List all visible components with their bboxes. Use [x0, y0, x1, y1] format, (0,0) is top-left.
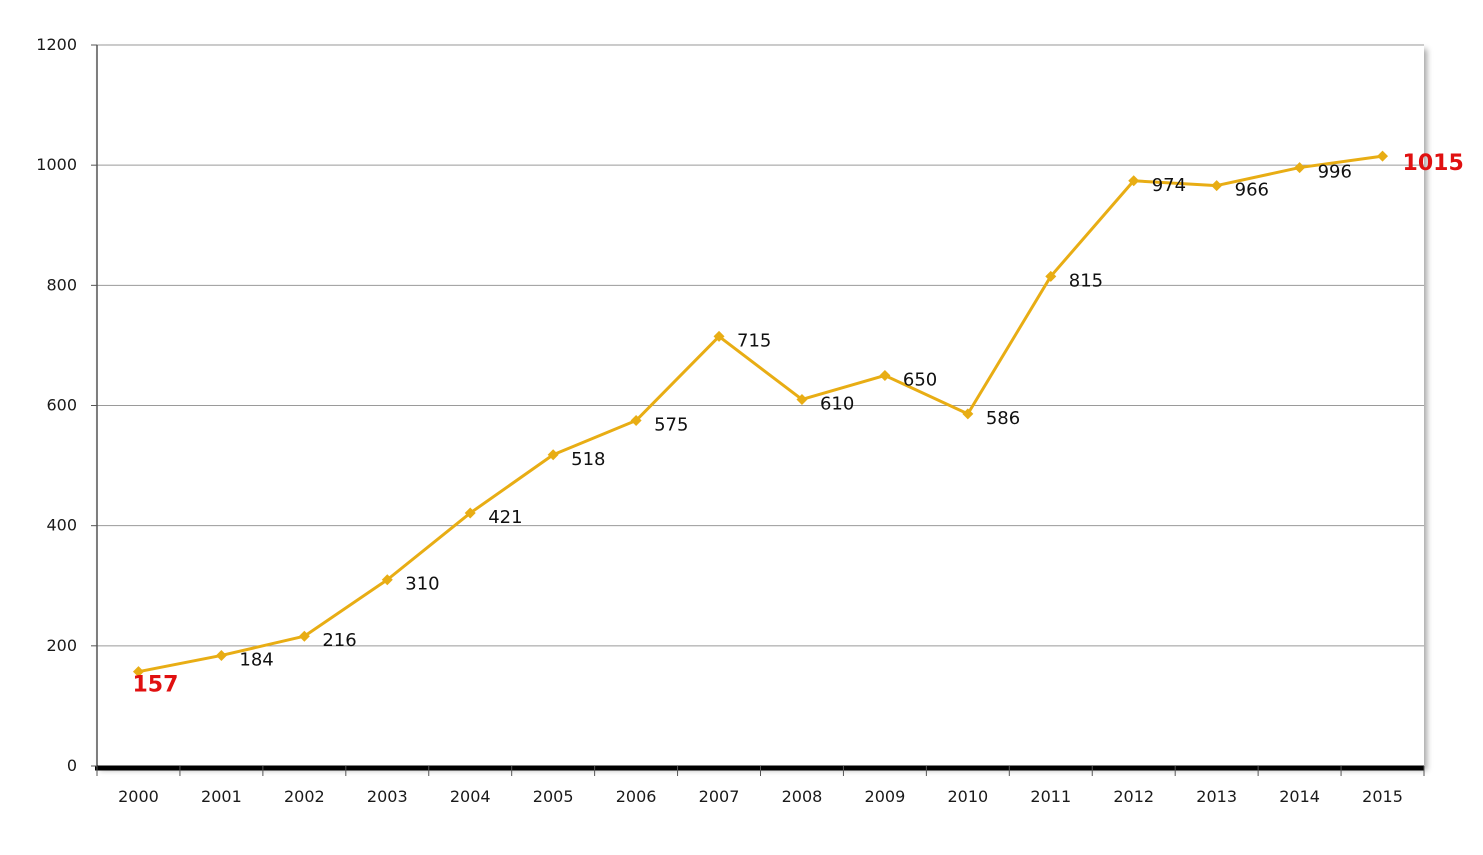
data-label: 216 [322, 630, 356, 651]
x-axis-ticks: 2000 2001 2002 2003 2004 2005 2006 2007 2008 2009… [96, 766, 1425, 806]
data-point-marker [215, 649, 227, 661]
series-polyline [138, 154, 1383, 674]
data-point-marker [381, 574, 393, 586]
data-point-marker [1045, 270, 1057, 282]
y-tick-label: 1000 [36, 155, 77, 174]
data-point-marker [547, 449, 559, 461]
y-tick-label: 400 [46, 516, 77, 535]
data-label: 974 [1152, 175, 1186, 196]
y-tick-label: 200 [46, 636, 77, 655]
data-label: 586 [986, 408, 1020, 429]
x-tick-label: 2007 [699, 787, 740, 806]
data-label-highlight: 1015 [1403, 151, 1464, 176]
data-label: 715 [737, 330, 771, 351]
x-tick-label: 2013 [1196, 787, 1237, 806]
x-tick-label: 2008 [782, 787, 823, 806]
data-point-marker [1377, 150, 1389, 162]
x-tick-label: 2012 [1113, 787, 1154, 806]
data-label: 966 [1235, 180, 1269, 201]
data-point-marker [298, 630, 310, 642]
y-tick-label: 0 [67, 756, 77, 775]
y-tick-label: 600 [46, 396, 77, 415]
data-point-marker [132, 666, 144, 678]
data-label: 610 [820, 393, 854, 414]
data-label: 815 [1069, 270, 1103, 291]
data-label: 650 [903, 369, 937, 390]
x-tick-label: 2005 [533, 787, 574, 806]
data-label: 575 [654, 415, 688, 436]
y-tick-label: 1200 [36, 35, 77, 54]
data-label: 184 [239, 649, 273, 670]
data-markers [132, 150, 1389, 678]
x-tick-label: 2001 [201, 787, 242, 806]
data-point-marker [1294, 162, 1306, 174]
data-label: 421 [488, 507, 522, 528]
data-point-marker [879, 369, 891, 381]
x-tick-label: 2010 [947, 787, 988, 806]
data-label: 310 [405, 574, 439, 595]
data-label: 518 [571, 449, 605, 470]
gridlines [97, 44, 1424, 647]
x-tick-label: 2015 [1362, 787, 1403, 806]
x-tick-label: 2003 [367, 787, 408, 806]
x-tick-label: 2004 [450, 787, 491, 806]
data-labels: 157 184 216 310 421 518 575 715 610 650 586 815 974 9… [132, 151, 1463, 698]
data-point-marker [630, 415, 642, 427]
data-label: 996 [1318, 162, 1352, 183]
data-point-marker [464, 507, 476, 519]
y-tick-label: 800 [46, 275, 77, 294]
x-tick-label: 2011 [1030, 787, 1071, 806]
x-tick-label: 2006 [616, 787, 657, 806]
data-point-marker [713, 330, 725, 342]
x-tick-label: 2000 [118, 787, 159, 806]
y-axis-ticks: 0 200 400 600 800 1000 1200 [36, 35, 97, 775]
data-point-marker [962, 408, 974, 420]
series-line [138, 154, 1383, 674]
x-tick-label: 2014 [1279, 787, 1320, 806]
x-tick-label: 2009 [865, 787, 906, 806]
data-point-marker [1128, 175, 1140, 187]
data-point-marker [796, 393, 808, 405]
data-label-highlight: 157 [132, 673, 178, 698]
x-tick-label: 2002 [284, 787, 325, 806]
data-point-marker [1211, 180, 1223, 192]
